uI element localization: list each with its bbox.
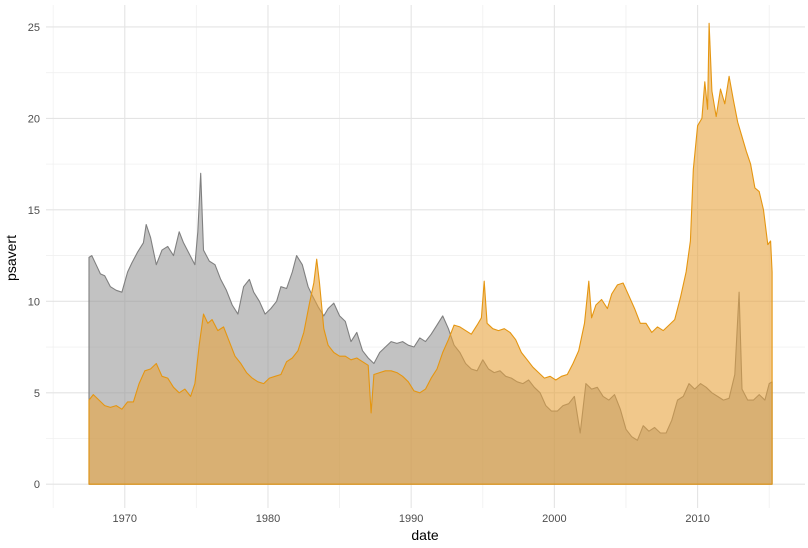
y-tick-label: 20	[28, 113, 40, 125]
x-tick-label: 1970	[113, 513, 137, 525]
y-tick-label: 25	[28, 22, 40, 34]
y-axis-title: psavert	[3, 235, 19, 281]
y-tick-label: 0	[34, 479, 40, 491]
y-tick-label: 5	[34, 388, 40, 400]
area-series-2	[88, 22, 773, 485]
x-tick-label: 2010	[685, 513, 709, 525]
x-tick-label: 1990	[399, 513, 423, 525]
x-tick-label: 2000	[542, 513, 566, 525]
x-axis-title: date	[411, 527, 438, 543]
y-axis-tick-labels: 0 5 10 15 20 25	[28, 22, 40, 491]
x-tick-label: 1980	[256, 513, 280, 525]
y-tick-label: 15	[28, 205, 40, 217]
area-series-group	[88, 22, 773, 485]
y-tick-label: 10	[28, 296, 40, 308]
x-axis-tick-labels: 1970 1980 1990 2000 2010	[113, 513, 710, 525]
